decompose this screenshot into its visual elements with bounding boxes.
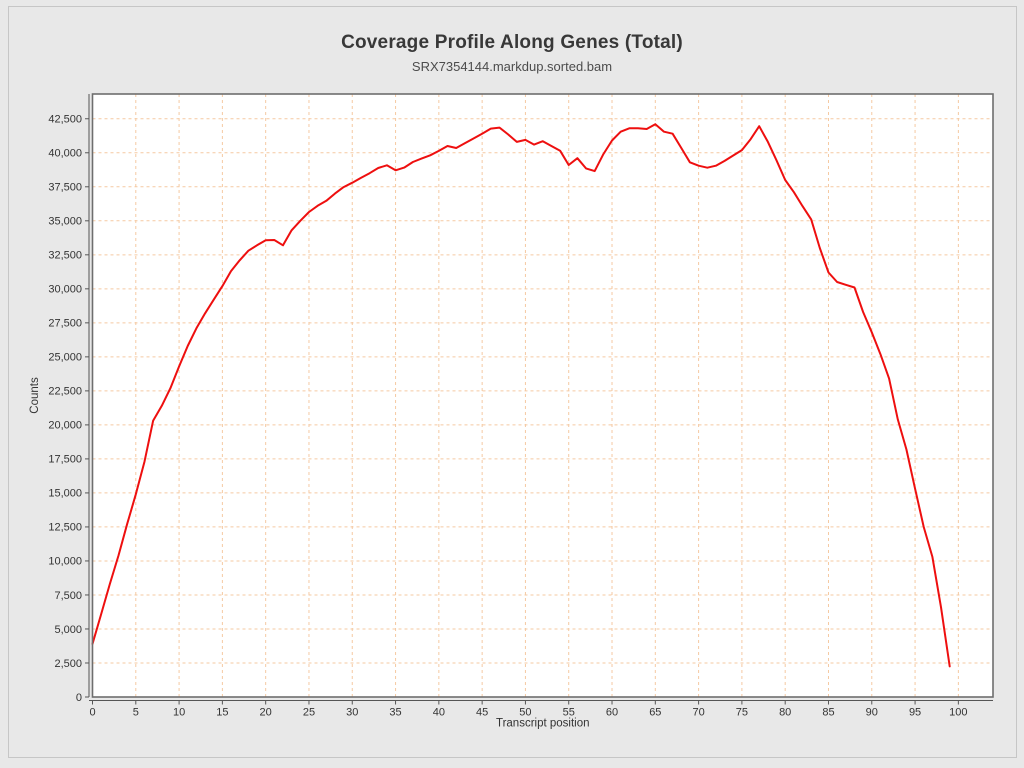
y-axis-title: Counts [29, 377, 41, 414]
x-tick-label: 5 [133, 707, 139, 719]
y-tick-label: 17,500 [48, 454, 82, 466]
x-tick-label: 55 [563, 707, 575, 719]
x-tick-label: 10 [173, 707, 185, 719]
x-tick-label: 70 [692, 707, 704, 719]
x-tick-label: 65 [649, 707, 661, 719]
x-tick-label: 45 [476, 707, 488, 719]
y-tick-label: 37,500 [48, 182, 82, 194]
x-tick-label: 100 [949, 707, 967, 719]
y-tick-label: 12,500 [48, 522, 82, 534]
chart-title: Coverage Profile Along Genes (Total) [341, 32, 683, 53]
plot-border [91, 93, 994, 698]
x-tick-label: 30 [346, 707, 358, 719]
x-tick-label: 80 [779, 707, 791, 719]
x-axis-title: Transcript position [496, 718, 590, 730]
y-tick-label: 30,000 [48, 284, 82, 296]
y-tick-label: 35,000 [48, 216, 82, 228]
series-line-coverage [91, 123, 951, 668]
plot-area [92, 94, 993, 697]
y-tick-label: 40,000 [48, 148, 82, 160]
y-tick-label: 42,500 [48, 114, 82, 126]
x-tick-label: 35 [389, 707, 401, 719]
y-tick-label: 7,500 [54, 590, 82, 602]
y-tick-label: 20,000 [48, 420, 82, 432]
y-tick-label: 15,000 [48, 488, 82, 500]
x-tick-label: 40 [433, 707, 445, 719]
y-tick-label: 10,000 [48, 556, 82, 568]
y-tick-label: 5,000 [54, 624, 82, 636]
x-tick-label: 85 [822, 707, 834, 719]
x-tick-label: 90 [866, 707, 878, 719]
y-tick-label: 22,500 [48, 386, 82, 398]
x-tick-label: 0 [89, 707, 95, 719]
x-tick-label: 50 [519, 707, 531, 719]
y-tick-label: 0 [76, 692, 82, 704]
y-tick-label: 2,500 [54, 658, 82, 670]
y-tick-label: 27,500 [48, 318, 82, 330]
x-tick-label: 60 [606, 707, 618, 719]
x-tick-label: 75 [736, 707, 748, 719]
y-tick-label: 32,500 [48, 250, 82, 262]
x-tick-label: 25 [303, 707, 315, 719]
x-tick-label: 20 [260, 707, 272, 719]
y-tick-label: 25,000 [48, 352, 82, 364]
x-tick-label: 95 [909, 707, 921, 719]
x-tick-label: 15 [216, 707, 228, 719]
chart-subtitle: SRX7354144.markdup.sorted.bam [411, 59, 613, 74]
